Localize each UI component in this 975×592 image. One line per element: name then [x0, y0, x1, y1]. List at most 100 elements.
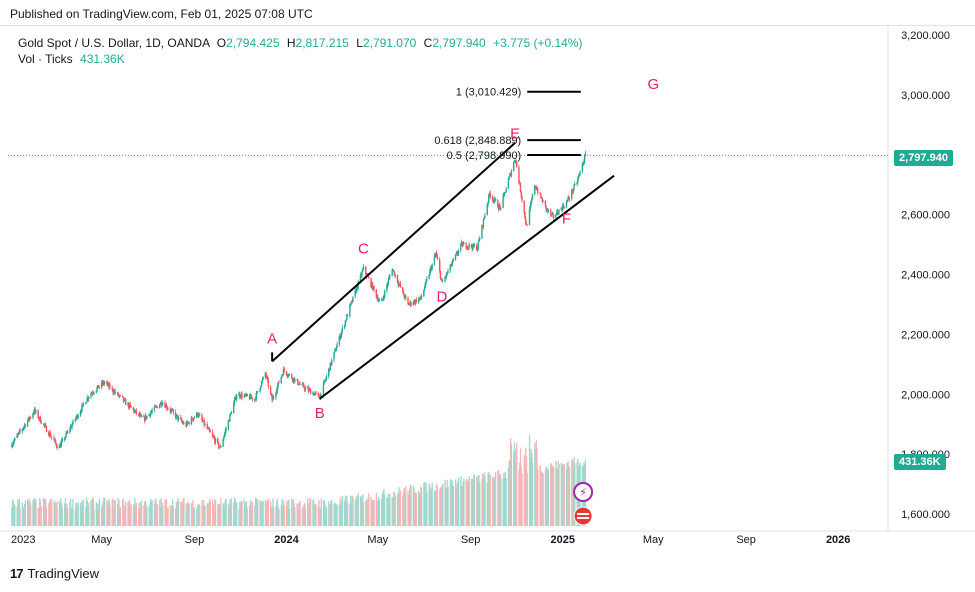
- volume-bar: [555, 460, 557, 526]
- volume-bar: [166, 508, 168, 526]
- footer-brand[interactable]: 17 TradingView: [10, 566, 99, 581]
- candle-body: [483, 217, 485, 219]
- y-tick-label: 2,600.000: [901, 210, 950, 222]
- volume-bar: [471, 478, 473, 526]
- volume-bar: [535, 440, 538, 526]
- candle-body: [272, 397, 274, 401]
- candle-body: [153, 406, 156, 411]
- candle-body: [558, 209, 560, 215]
- volume-bar: [572, 466, 574, 526]
- volume-bar: [551, 467, 553, 526]
- volume-bar: [497, 470, 500, 526]
- volume-bar: [90, 500, 92, 526]
- candle-body: [172, 410, 174, 413]
- volume-bar: [92, 499, 94, 526]
- volume-bar: [124, 505, 126, 526]
- volume-bar: [270, 500, 272, 526]
- candle-body: [329, 362, 331, 371]
- legend-ohlc-row: Gold Spot / U.S. Dollar, 1D, OANDA O2,79…: [18, 35, 582, 51]
- candle-body: [497, 200, 499, 208]
- candle-body: [557, 214, 559, 215]
- volume-bar: [354, 499, 356, 526]
- candle-body: [21, 429, 24, 432]
- volume-bar: [181, 502, 184, 526]
- candle-body: [66, 432, 68, 434]
- chart-area[interactable]: 3,200.0003,000.0002,800.0002,600.0002,40…: [0, 25, 975, 556]
- volume-bar: [500, 477, 502, 526]
- volume-bar: [365, 499, 368, 526]
- candle-body: [214, 438, 217, 443]
- volume-bar: [341, 495, 344, 526]
- candle-body: [44, 425, 46, 426]
- volume-bar: [365, 500, 367, 526]
- volume-bar: [454, 479, 457, 526]
- candle-body: [435, 253, 437, 256]
- volume-bar: [530, 449, 532, 526]
- candle-body: [368, 276, 370, 279]
- volume-bar: [257, 499, 259, 526]
- candle-body: [498, 205, 501, 210]
- volume-bar: [203, 505, 205, 526]
- price-chart[interactable]: 3,200.0003,000.0002,800.0002,600.0002,40…: [0, 26, 975, 556]
- volume-bar: [250, 500, 252, 526]
- volume-bar: [377, 500, 379, 526]
- candle-body: [48, 432, 51, 436]
- volume-bar: [439, 489, 441, 526]
- volume-bar: [267, 498, 270, 526]
- channel-trendline: [319, 174, 615, 400]
- candle-body: [440, 278, 442, 280]
- candle-body: [499, 205, 501, 208]
- volume-bar: [218, 503, 221, 526]
- candle-body: [19, 430, 21, 432]
- volume-bar: [444, 480, 446, 526]
- candle-body: [288, 374, 290, 376]
- volume-bar: [304, 507, 307, 526]
- volume-bar: [114, 500, 116, 526]
- candle-body: [578, 173, 581, 177]
- volume-bar: [531, 462, 534, 526]
- candle-body: [451, 260, 454, 264]
- candle-body: [373, 286, 375, 290]
- candle-body: [333, 352, 335, 360]
- candle-body: [144, 415, 147, 421]
- volume-bar: [468, 476, 470, 526]
- volume-bar: [227, 503, 230, 526]
- volume-bar: [347, 502, 349, 526]
- volume-bar: [331, 499, 333, 526]
- volume-bar: [312, 500, 314, 526]
- candle-body: [371, 283, 374, 290]
- candle-body: [391, 270, 393, 276]
- candle-body: [325, 376, 328, 380]
- volume-bar: [183, 497, 185, 526]
- volume-bar: [54, 500, 56, 526]
- volume-bar: [430, 491, 432, 526]
- candle-body: [545, 205, 547, 210]
- volume-bar: [45, 507, 48, 526]
- volume-label[interactable]: Vol · Ticks: [18, 52, 73, 66]
- candle-body: [201, 415, 203, 420]
- candle-body: [381, 299, 384, 301]
- volume-bar: [97, 508, 100, 526]
- candle-body: [537, 189, 539, 193]
- candle-body: [133, 409, 135, 413]
- candle-body: [340, 335, 342, 339]
- volume-bar: [248, 505, 251, 526]
- candle-body: [325, 379, 327, 381]
- candle-body: [266, 376, 268, 378]
- candle-body: [87, 397, 89, 399]
- volume-bar: [212, 504, 214, 526]
- candle-body: [349, 305, 351, 317]
- candle-body: [394, 275, 396, 276]
- candle-body: [467, 246, 470, 248]
- volume-bar: [271, 506, 273, 526]
- volume-bar: [397, 492, 399, 526]
- volume-bar: [380, 498, 383, 526]
- volume-bar: [504, 471, 507, 526]
- candle-body: [123, 399, 125, 402]
- volume-bar: [531, 452, 533, 526]
- legend-volume-row: Vol · Ticks 431.36K: [18, 51, 582, 67]
- volume-bar: [313, 504, 316, 526]
- volume-bar: [399, 492, 401, 526]
- legend-symbol[interactable]: Gold Spot / U.S. Dollar, 1D, OANDA: [18, 36, 210, 50]
- candle-body: [113, 391, 116, 394]
